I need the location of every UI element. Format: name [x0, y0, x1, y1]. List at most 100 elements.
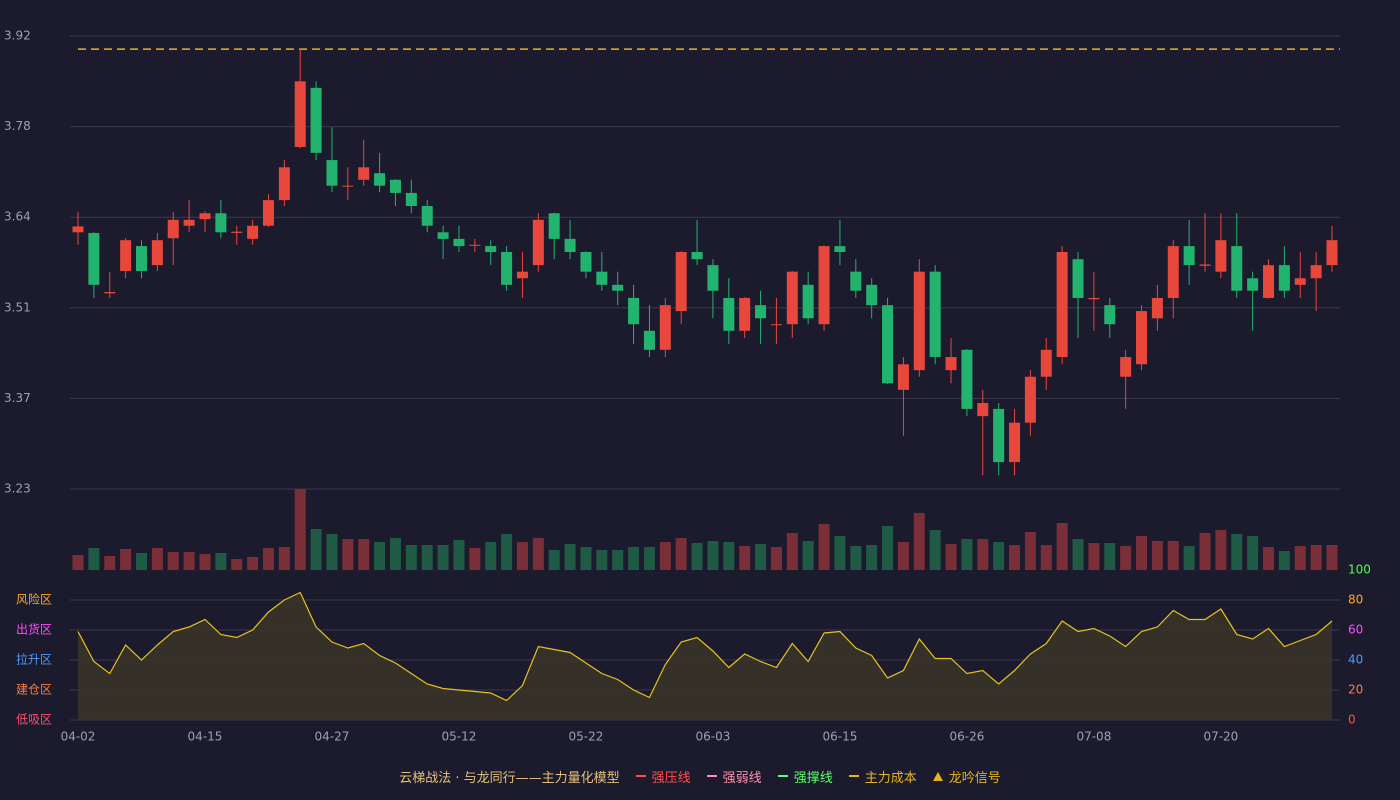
volume-bar: [501, 534, 513, 570]
legend-item: 强撑线: [777, 767, 833, 786]
volume-bar: [1263, 547, 1275, 570]
volume-bar: [1310, 545, 1322, 570]
candle-body: [1136, 311, 1148, 365]
volume-bar: [469, 548, 481, 570]
volume-bar: [183, 552, 195, 570]
volume-bar: [1136, 536, 1148, 570]
candle-body: [1263, 265, 1275, 298]
candle-body: [1294, 278, 1306, 285]
volume-bar: [1199, 533, 1211, 570]
y-tick-label: 3.23: [4, 482, 31, 496]
y-tick-label: 3.78: [4, 119, 31, 133]
y-tick-label: 60: [1348, 623, 1363, 637]
candle-body: [231, 231, 243, 233]
candle-body: [183, 219, 195, 226]
volume-bar: [88, 548, 100, 570]
legend-label: 主力成本: [864, 770, 917, 786]
volume-bar: [691, 543, 703, 570]
y-tick-label: 3.51: [4, 300, 31, 314]
legend-item: 强弱线: [706, 767, 762, 786]
legend-item: 主力成本: [848, 767, 917, 786]
volume-bar: [786, 533, 798, 570]
candle-body: [501, 251, 513, 285]
candle-body: [1199, 264, 1211, 266]
candle-body: [247, 225, 259, 239]
candle-body: [374, 173, 386, 186]
candle-body: [278, 167, 290, 201]
legend-label: 强压线: [651, 770, 691, 786]
volume-bar: [342, 539, 354, 570]
y-tick-label: 80: [1348, 593, 1363, 607]
candle-body: [262, 200, 274, 226]
candle-body: [993, 408, 1005, 463]
volume-bar: [1056, 523, 1068, 570]
candle-body: [389, 179, 401, 193]
volume-bar: [643, 547, 655, 570]
candle-body: [516, 271, 528, 279]
volume-bar: [1088, 543, 1100, 570]
candle-body: [1247, 278, 1259, 291]
candle-body: [532, 219, 544, 266]
legend-swatch: [706, 775, 717, 777]
candle-body: [739, 297, 751, 331]
volume-bar: [1247, 536, 1259, 570]
volume-bar: [1040, 545, 1052, 570]
candle-body: [707, 265, 719, 291]
candle-body: [294, 81, 306, 147]
candle-body: [167, 219, 179, 239]
y-tick-label: 3.64: [4, 210, 31, 224]
volume-bar: [532, 538, 544, 570]
volume-bar: [993, 542, 1005, 570]
candle-body: [945, 357, 957, 371]
volume-bar: [215, 553, 227, 570]
candle-body: [548, 213, 560, 239]
volume-bar: [770, 547, 782, 570]
volume-bar: [151, 548, 163, 570]
candle-body: [1310, 265, 1322, 279]
candle-body: [72, 226, 84, 233]
volume-bar: [374, 542, 386, 570]
zone-label: 拉升区: [16, 652, 52, 667]
candle-body: [342, 185, 354, 187]
candle-body: [485, 246, 497, 252]
indicator-line: [77, 591, 1333, 702]
zone-label: 低吸区: [16, 713, 52, 727]
candle-body: [135, 246, 147, 272]
volume-bar: [580, 547, 592, 570]
volume-bar: [453, 540, 465, 570]
y-tick-label: 20: [1348, 683, 1363, 697]
volume-bar: [421, 545, 433, 570]
volume-bar: [628, 547, 640, 570]
candle-body: [437, 232, 449, 239]
volume-bar: [135, 553, 147, 570]
candle-body: [897, 364, 909, 390]
volume-bar: [802, 541, 814, 570]
legend-item: 强压线: [635, 767, 691, 786]
candle-body: [866, 284, 878, 306]
volume-bar: [945, 544, 957, 570]
y-tick-label: 100: [1348, 563, 1371, 577]
volume-bar: [1072, 539, 1084, 570]
candle-body: [88, 232, 100, 285]
x-tick-label: 04-02: [61, 730, 96, 744]
candle-body: [1231, 246, 1243, 291]
volume-bar: [882, 526, 894, 570]
volume-bar: [850, 546, 862, 570]
volume-bar: [358, 539, 370, 570]
volume-bar: [231, 559, 243, 570]
volume-bar: [1024, 532, 1036, 570]
legend-swatch: [777, 775, 788, 777]
volume-bar: [326, 534, 338, 570]
candle-body: [120, 240, 132, 272]
candle-body: [786, 271, 798, 325]
candle-body: [691, 251, 703, 260]
candle-body: [770, 324, 782, 326]
candle-body: [977, 402, 989, 417]
candle-body: [882, 305, 894, 384]
volume-bar: [564, 544, 576, 570]
candle-body: [723, 297, 735, 331]
candle-body: [628, 297, 640, 325]
candle-body: [1326, 240, 1338, 266]
legend: 云梯战法 · 与龙同行——主力量化模型 强压线 强弱线 强撑线 主力成本 龙吟信号: [0, 764, 1400, 788]
